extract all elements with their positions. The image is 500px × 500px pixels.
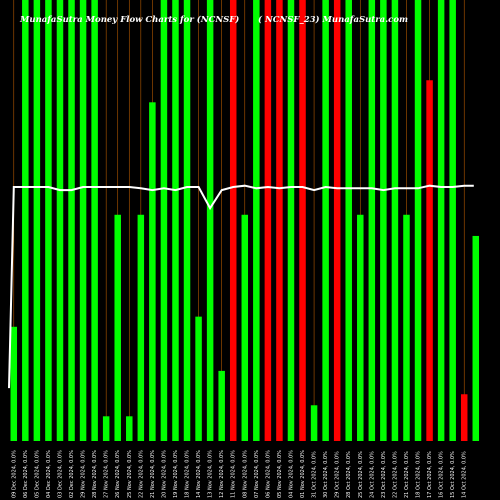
- bar: [229, 0, 237, 441]
- bar: [287, 0, 295, 441]
- bar: [299, 0, 306, 441]
- x-tick-label: 31 Oct 2024, 0.0%: [312, 451, 318, 498]
- bar: [264, 0, 272, 441]
- x-tick-label: 29 Oct 2024, 0.0%: [335, 451, 341, 498]
- x-tick-labels: 09 Dec 2024, 0.0% 06 Dec 2024, 0.0% 05 Dec…: [11, 450, 467, 498]
- bar: [160, 0, 168, 441]
- x-tick-label: 06 Nov 2024, 0.0%: [265, 450, 271, 498]
- x-tick-label: 02 Dec 2024, 0.0%: [69, 450, 75, 498]
- x-tick-label: 28 Nov 2024, 0.0%: [92, 450, 98, 498]
- x-tick-label: 21 Nov 2024, 0.0%: [150, 450, 156, 498]
- bar: [437, 0, 445, 441]
- x-tick-label: 03 Dec 2024, 0.0%: [57, 450, 63, 498]
- bar: [22, 0, 29, 441]
- bar: [195, 316, 202, 441]
- x-tick-label: 26 Nov 2024, 0.0%: [115, 450, 121, 498]
- bar: [368, 0, 376, 441]
- bar: [426, 80, 433, 442]
- x-tick-label: 21 Oct 2024, 0.0%: [404, 451, 410, 498]
- bar: [91, 0, 98, 441]
- bar: [149, 102, 156, 441]
- x-tick-label: 06 Dec 2024, 0.0%: [23, 450, 29, 498]
- x-tick-label: 25 Oct 2024, 0.0%: [358, 451, 364, 498]
- bar: [102, 416, 110, 441]
- money-flow-line: [8, 184, 474, 389]
- x-tick-label: 30 Oct 2024, 0.0%: [323, 451, 329, 498]
- x-tick-label: 14 Oct 2024, 0.0%: [462, 451, 468, 498]
- bar: [33, 0, 41, 441]
- x-tick-label: 22 Oct 2024, 0.0%: [392, 451, 398, 498]
- x-tick-label: 15 Oct 2024, 0.0%: [450, 451, 456, 498]
- bar: [403, 214, 410, 441]
- x-tick-label: 11 Nov 2024, 0.0%: [231, 450, 237, 498]
- bar: [322, 0, 329, 441]
- x-tick-label: 20 Nov 2024, 0.0%: [161, 450, 167, 498]
- bar: [380, 0, 387, 441]
- bar: [10, 326, 18, 441]
- bar: [357, 214, 364, 441]
- bar: [68, 0, 75, 441]
- x-tick-label: 18 Oct 2024, 0.0%: [416, 451, 422, 498]
- bar: [114, 214, 121, 441]
- x-tick-label: 19 Nov 2024, 0.0%: [173, 450, 179, 498]
- x-tick-label: 16 Oct 2024, 0.0%: [439, 451, 445, 498]
- bar: [345, 0, 352, 441]
- x-tick-label: 14 Nov 2024, 0.0%: [196, 450, 202, 498]
- x-tick-label: 25 Nov 2024, 0.0%: [127, 450, 133, 498]
- bar: [241, 214, 249, 441]
- bar: [391, 0, 399, 441]
- x-tick-label: 07 Nov 2024, 0.0%: [254, 450, 260, 498]
- bar: [472, 235, 480, 441]
- bar: [218, 370, 225, 441]
- bar: [172, 0, 179, 441]
- chart-subtitle: ( NCNSF_23) MunafaSutra.com: [258, 14, 408, 25]
- x-tick-label: 17 Oct 2024, 0.0%: [427, 451, 433, 498]
- bar: [126, 416, 133, 441]
- x-tick-label: 22 Nov 2024, 0.0%: [138, 450, 144, 498]
- x-tick-label: 27 Nov 2024, 0.0%: [104, 450, 110, 498]
- bar: [45, 0, 52, 441]
- bar: [310, 405, 318, 441]
- x-tick-label: 24 Oct 2024, 0.0%: [369, 451, 375, 498]
- bar: [56, 0, 64, 441]
- x-tick-label: 29 Nov 2024, 0.0%: [81, 450, 87, 498]
- bars: [10, 0, 480, 442]
- x-tick-label: 01 Nov 2024, 0.0%: [300, 450, 306, 498]
- x-tick-label: 18 Nov 2024, 0.0%: [185, 450, 191, 498]
- x-tick-label: 04 Nov 2024, 0.0%: [288, 450, 294, 498]
- bar: [460, 394, 468, 441]
- bar: [79, 0, 87, 441]
- bar: [206, 0, 214, 441]
- x-tick-label: 13 Nov 2024, 0.0%: [208, 450, 214, 498]
- x-tick-label: 09 Dec 2024, 0.0%: [11, 450, 17, 498]
- x-tick-label: 04 Dec 2024, 0.0%: [46, 450, 52, 498]
- chart-title: MunafaSutra Money Flow Charts for (NCNSF…: [19, 14, 239, 25]
- x-tick-label: 08 Nov 2024, 0.0%: [242, 450, 248, 498]
- bar: [414, 0, 422, 441]
- bar: [137, 214, 145, 441]
- bar: [276, 0, 283, 441]
- bar: [253, 0, 260, 441]
- x-tick-label: 12 Nov 2024, 0.0%: [219, 450, 225, 498]
- chart-title-text: MunafaSutra Money Flow Charts for: [19, 15, 197, 25]
- chart-symbol: (NCNSF): [197, 14, 240, 25]
- x-tick-label: 23 Oct 2024, 0.0%: [381, 451, 387, 498]
- bar: [449, 0, 456, 441]
- x-tick-label: 28 Oct 2024, 0.0%: [346, 451, 352, 498]
- x-tick-label: 05 Dec 2024, 0.0%: [34, 450, 40, 498]
- x-tick-label: 05 Nov 2024, 0.0%: [277, 450, 283, 498]
- bar: [183, 0, 191, 441]
- bar: [333, 0, 341, 441]
